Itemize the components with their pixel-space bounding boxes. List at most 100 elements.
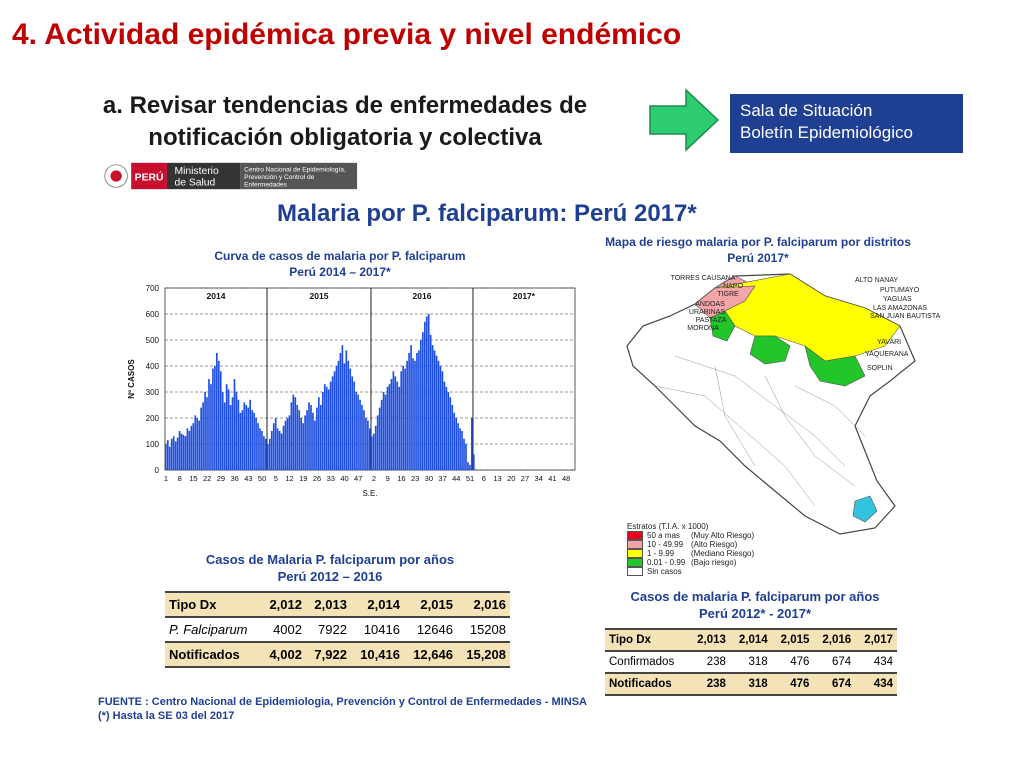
x-tick-label: 37 xyxy=(438,474,446,483)
bar xyxy=(353,381,355,470)
bar xyxy=(398,386,401,470)
y-tick-label: 700 xyxy=(146,284,160,293)
map-district-label: ALTO NANAY xyxy=(855,277,899,284)
bar xyxy=(380,399,383,470)
right-arrow-icon xyxy=(649,88,720,152)
bar xyxy=(429,334,432,470)
table-row-label: P. Falciparum xyxy=(165,617,261,643)
map-district-label: PUTUMAYO xyxy=(880,287,920,294)
bar xyxy=(174,441,177,470)
table-cell: 7,922 xyxy=(305,642,351,668)
bar xyxy=(182,434,185,470)
map-district-label: NAPO xyxy=(723,283,743,290)
bar xyxy=(400,371,403,470)
bar xyxy=(178,431,181,470)
map-region-low-1 xyxy=(749,335,791,365)
bar xyxy=(268,438,271,470)
source-line-1: FUENTE : Centro Nacional de Epidemiologi… xyxy=(98,696,587,708)
bar xyxy=(331,376,334,470)
bar xyxy=(296,405,299,470)
bar xyxy=(361,405,363,470)
bar xyxy=(459,428,461,470)
bar xyxy=(245,405,248,470)
bar xyxy=(445,386,448,470)
bar xyxy=(418,350,420,470)
period-label: 2014 xyxy=(207,291,226,301)
bar xyxy=(278,431,281,470)
bar xyxy=(290,402,293,470)
bar xyxy=(253,412,255,470)
bar xyxy=(243,402,246,470)
map-district-label: TIGRE xyxy=(717,291,739,298)
bar xyxy=(453,412,456,470)
slide-title: 4. Actividad epidémica previa y nivel en… xyxy=(12,18,682,51)
bar xyxy=(294,397,297,470)
table2-title: Casos de malaria P. falciparum por años … xyxy=(605,588,905,622)
bar xyxy=(227,389,230,470)
bar xyxy=(402,366,405,470)
x-tick-label: 15 xyxy=(189,474,197,483)
x-tick-label: 29 xyxy=(217,474,225,483)
bar xyxy=(257,423,259,470)
x-tick-label: 12 xyxy=(285,474,293,483)
x-tick-label: 44 xyxy=(452,474,460,483)
legend-swatch xyxy=(627,531,643,540)
y-tick-label: 200 xyxy=(146,414,160,423)
bar xyxy=(435,355,438,470)
x-tick-label: 33 xyxy=(327,474,335,483)
map-title-line-1: Mapa de riesgo malaria por P. falciparum… xyxy=(605,235,911,249)
table-cell: 10416 xyxy=(350,617,404,643)
table-footer-row: Notificados 4,002 7,922 10,416 12,646 15,208 xyxy=(165,642,510,668)
table-cell: 2,015 xyxy=(771,628,814,652)
y-axis-label: Nº CASOS xyxy=(127,359,136,399)
bar xyxy=(404,368,406,470)
legend-swatch xyxy=(627,567,643,576)
y-tick-label: 0 xyxy=(155,466,160,475)
bar xyxy=(423,321,426,470)
x-axis-label: S.E. xyxy=(362,489,377,498)
bar xyxy=(321,392,324,470)
x-tick-label: 8 xyxy=(178,474,182,483)
bar xyxy=(267,444,269,470)
bar xyxy=(176,437,179,470)
bar xyxy=(217,360,220,470)
bar xyxy=(337,360,340,470)
x-tick-label: 27 xyxy=(521,474,529,483)
bar xyxy=(421,332,424,470)
logo-ministry-line-2: de Salud xyxy=(174,177,215,188)
bar xyxy=(276,428,279,470)
y-tick-label: 600 xyxy=(146,310,160,319)
table-row: Confirmados 238 318 476 674 434 xyxy=(605,651,897,674)
map-district-label: YAGUAS xyxy=(883,296,912,303)
subtitle-line-1: a. Revisar tendencias de enfermedades de xyxy=(102,92,588,119)
bar xyxy=(247,407,250,470)
bar xyxy=(231,397,234,470)
legend-item: 10 - 49.99 (Alto Riesgo) xyxy=(627,540,754,549)
bar xyxy=(388,384,391,470)
situation-room-link[interactable]: Sala de Situación Boletín Epidemiológico xyxy=(730,94,963,153)
legend-range: Sin casos xyxy=(647,567,682,576)
table-cell: 15,208 xyxy=(456,642,510,668)
table-cell: 7922 xyxy=(305,617,351,643)
legend-range: 1 - 9.99 xyxy=(647,549,675,558)
legend-desc: (Muy Alto Riesgo) xyxy=(691,531,755,540)
bar xyxy=(316,407,318,470)
bar xyxy=(469,464,471,470)
table-cell: 4,002 xyxy=(261,642,306,668)
bar xyxy=(443,381,446,470)
period-label: 2015 xyxy=(310,291,329,301)
bar xyxy=(374,425,377,470)
bar xyxy=(288,415,291,470)
chart-title: Curva de casos de malaria por P. falcipa… xyxy=(175,248,505,280)
bar xyxy=(363,410,365,470)
bar xyxy=(425,316,428,470)
bar-series xyxy=(165,314,475,470)
bar xyxy=(292,394,295,470)
map-district-label: PASTAZA xyxy=(696,317,727,324)
bar xyxy=(339,353,342,470)
period-label: 2016 xyxy=(413,291,432,301)
map-district-label: YAQUERANA xyxy=(865,351,909,358)
map-district-lines xyxy=(654,355,866,507)
bar xyxy=(255,418,257,470)
x-tick-label: 13 xyxy=(493,474,501,483)
